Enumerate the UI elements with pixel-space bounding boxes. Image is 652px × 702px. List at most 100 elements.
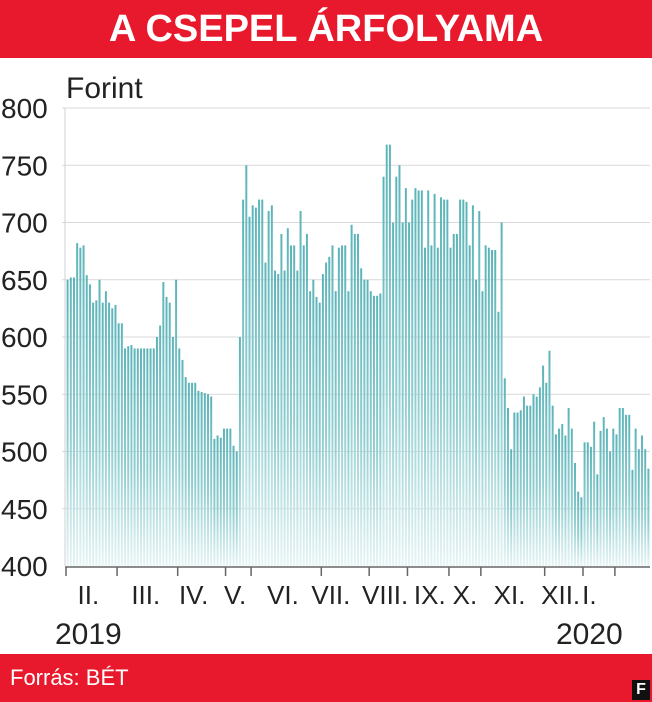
bar bbox=[497, 311, 500, 566]
month-label: I. bbox=[582, 580, 596, 610]
bar bbox=[226, 428, 229, 566]
bar bbox=[554, 434, 557, 566]
bar bbox=[625, 414, 628, 566]
bar bbox=[564, 435, 567, 566]
bar bbox=[69, 277, 72, 566]
bar bbox=[277, 274, 280, 566]
month-label: IX. bbox=[414, 580, 446, 610]
bar bbox=[618, 407, 621, 566]
bar bbox=[439, 197, 442, 566]
bar bbox=[149, 348, 152, 566]
bar bbox=[168, 302, 171, 566]
bar bbox=[468, 245, 471, 566]
bar bbox=[92, 302, 95, 566]
bar bbox=[574, 462, 576, 566]
bar bbox=[267, 211, 270, 567]
y-tick-label: 500 bbox=[1, 437, 48, 468]
bar bbox=[187, 382, 190, 566]
bar bbox=[577, 491, 580, 566]
bar bbox=[388, 144, 391, 566]
bar bbox=[331, 245, 334, 566]
bar bbox=[283, 270, 286, 566]
bar bbox=[369, 291, 372, 566]
bar bbox=[452, 233, 455, 566]
y-tick-label: 400 bbox=[1, 551, 48, 582]
bar bbox=[82, 245, 85, 566]
bar bbox=[513, 412, 516, 566]
bar bbox=[66, 279, 69, 566]
bar bbox=[475, 279, 478, 566]
bar bbox=[596, 474, 599, 566]
x-axis bbox=[65, 566, 650, 576]
y-tick-label: 750 bbox=[1, 150, 48, 181]
bar bbox=[631, 469, 634, 566]
bar bbox=[459, 199, 462, 566]
bar bbox=[321, 274, 324, 566]
bar bbox=[366, 279, 369, 566]
bar bbox=[395, 176, 398, 566]
bar bbox=[299, 211, 302, 567]
bar bbox=[532, 394, 535, 566]
bar bbox=[242, 199, 245, 566]
bar bbox=[200, 391, 203, 566]
bar bbox=[487, 247, 490, 566]
bar bbox=[593, 421, 596, 566]
bar bbox=[433, 193, 436, 566]
month-label: X. bbox=[453, 580, 478, 610]
bar bbox=[191, 382, 194, 566]
bar bbox=[446, 199, 449, 566]
chart-title: A CSEPEL ÁRFOLYAMA bbox=[108, 8, 544, 50]
bar bbox=[286, 228, 289, 566]
bar bbox=[449, 247, 452, 566]
bar bbox=[155, 337, 158, 566]
bar bbox=[104, 291, 107, 566]
bar bbox=[203, 393, 206, 566]
bar bbox=[152, 348, 155, 566]
bar bbox=[529, 405, 532, 566]
bar bbox=[146, 348, 149, 566]
bar bbox=[605, 428, 608, 566]
y-tick-label: 800 bbox=[1, 93, 48, 124]
bar bbox=[194, 382, 197, 566]
bar bbox=[318, 302, 321, 566]
bar bbox=[637, 449, 640, 566]
bar bbox=[309, 291, 312, 566]
y-tick-label: 450 bbox=[1, 494, 48, 525]
y-axis-unit-label: Forint bbox=[66, 72, 143, 105]
bar bbox=[599, 430, 602, 566]
bar bbox=[162, 282, 165, 566]
bar bbox=[88, 284, 91, 566]
bar bbox=[334, 291, 337, 566]
bar bbox=[360, 268, 363, 566]
bar bbox=[85, 275, 88, 566]
bar bbox=[232, 445, 235, 566]
month-label: VII. bbox=[311, 580, 350, 610]
bar bbox=[372, 295, 375, 566]
bar bbox=[181, 359, 184, 566]
bar bbox=[641, 435, 644, 566]
bar bbox=[436, 247, 439, 566]
bar bbox=[210, 396, 213, 566]
bar bbox=[478, 211, 481, 567]
month-label: V. bbox=[224, 580, 246, 610]
y-tick-label: 600 bbox=[1, 322, 48, 353]
bar bbox=[561, 424, 564, 566]
bar bbox=[76, 243, 79, 567]
bar bbox=[455, 233, 458, 566]
bar bbox=[133, 348, 136, 566]
bar bbox=[602, 417, 605, 566]
bar bbox=[567, 407, 570, 566]
month-label: III. bbox=[131, 580, 160, 610]
bar bbox=[350, 224, 353, 567]
bar bbox=[222, 428, 225, 566]
bar bbox=[621, 407, 624, 566]
bar bbox=[522, 396, 525, 566]
bar bbox=[427, 190, 430, 566]
bar bbox=[95, 300, 98, 566]
bar bbox=[506, 407, 509, 566]
bar bbox=[411, 199, 414, 566]
bar bbox=[254, 207, 257, 567]
bar bbox=[503, 378, 506, 566]
bar bbox=[644, 449, 647, 566]
bar bbox=[143, 348, 146, 566]
